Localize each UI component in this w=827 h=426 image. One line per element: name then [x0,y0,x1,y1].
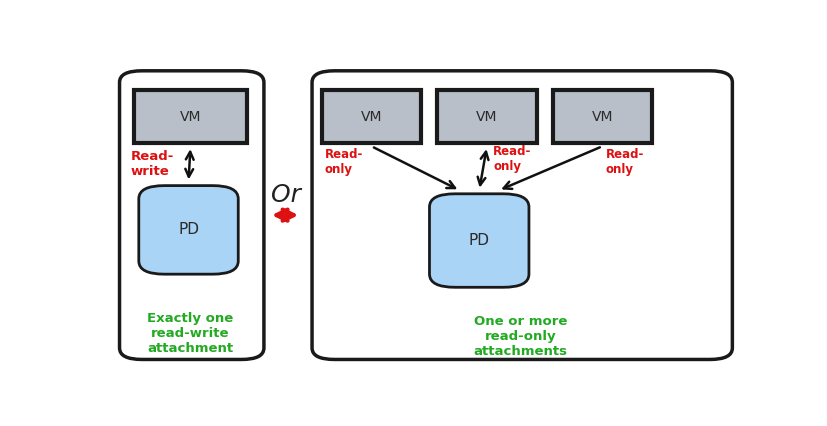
Text: VM: VM [179,110,201,124]
FancyBboxPatch shape [322,90,421,143]
FancyBboxPatch shape [139,186,238,274]
Text: One or more
read-only
attachments: One or more read-only attachments [473,315,567,358]
Text: Read-
write: Read- write [131,150,174,178]
Text: VM: VM [361,110,382,124]
FancyBboxPatch shape [437,90,536,143]
FancyBboxPatch shape [429,194,528,287]
FancyBboxPatch shape [312,71,731,360]
FancyBboxPatch shape [552,90,652,143]
Text: Read-
only: Read- only [493,144,531,173]
Text: Read-
only: Read- only [324,148,363,176]
Text: VM: VM [476,110,497,124]
FancyBboxPatch shape [134,90,246,143]
Text: PD: PD [468,233,489,248]
Text: Read-
only: Read- only [605,148,643,176]
Text: VM: VM [591,110,613,124]
FancyBboxPatch shape [119,71,264,360]
Text: PD: PD [178,222,198,237]
Text: Exactly one
read-write
attachment: Exactly one read-write attachment [147,312,233,355]
Text: Or: Or [271,184,301,207]
